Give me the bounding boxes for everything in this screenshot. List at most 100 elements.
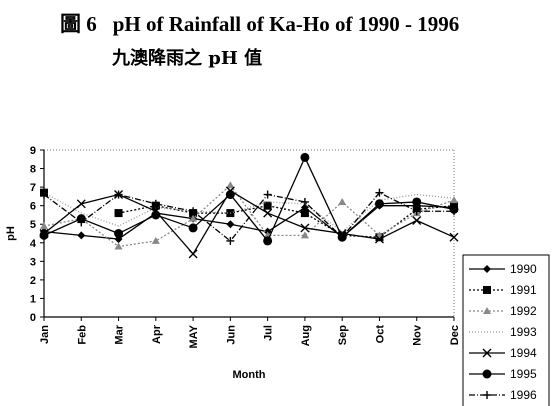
data-point [338,233,347,242]
data-point [40,190,48,199]
y-tick-label: 3 [30,256,36,268]
legend-item-1994: 1994 [469,346,537,360]
marker-stroke [412,216,422,226]
x-tick-label: Jul [263,325,275,341]
marker-stroke [449,232,459,242]
data-point [77,218,86,227]
data-point [40,222,48,230]
data-point [375,188,384,197]
series-line [43,205,455,240]
x-tick-label: Apr [151,324,163,344]
data-point [114,229,124,238]
series-1991 [40,188,458,242]
data-point [188,223,198,233]
y-tick-label: 2 [30,275,36,287]
marker-stroke [374,234,384,244]
chart-title-text: pH of Rainfall of Ka-Ho of 1990 - 1996 [112,12,460,36]
legend-label: 1994 [510,346,537,360]
data-point [300,223,310,233]
figure-label: 圖 6 [60,12,97,36]
chart-subtitle: 九澳降雨之 pH 值 [112,48,263,69]
data-point [76,199,86,209]
data-point [151,236,160,244]
data-point [449,232,459,242]
data-point [226,236,235,245]
y-tick-label: 4 [30,238,37,250]
legend-item-1993: 1993 [469,325,537,339]
legend-item-1991: 1991 [469,283,537,297]
data-point [151,210,161,220]
data-point [114,242,123,250]
marker-stroke [188,249,198,259]
y-tick-label: 1 [30,293,36,305]
legend-item-1996: 1996 [469,388,537,402]
x-axis: Jan Feb Mar Apr MAY Jun Jul Aug Sep Oct Nov Dec [39,316,461,348]
y-axis-label: pH [5,226,17,241]
data-point [263,201,272,210]
marker-stroke [263,208,273,218]
legend-marker [482,369,492,379]
legend-label: 1991 [510,283,537,297]
chart-title: 圖 6 pH of Rainfall of Ka-Ho of 1990 - 199… [60,8,459,38]
y-tick-label: 8 [30,164,36,176]
data-point [412,216,422,226]
legend-marker [483,307,491,314]
marker-stroke [482,348,492,358]
y-tick-label: 9 [30,145,36,157]
data-point [114,190,123,199]
y-tick-label: 0 [30,312,36,324]
data-point [300,197,309,206]
y-tick-label: 5 [30,219,36,231]
legend-label: 1995 [510,367,537,381]
x-tick-label: Sep [337,325,349,345]
data-point [188,249,198,259]
series-1990 [40,201,458,244]
data-point [300,152,310,162]
series-line [43,189,455,256]
legend-label: 1996 [510,388,537,402]
series-line [43,192,455,233]
data-point [412,197,422,207]
data-point [263,236,273,246]
x-tick-label: Jun [225,325,237,345]
legend-label: 1992 [510,304,537,318]
x-tick-label: Jan [39,325,51,344]
plot-frame [44,149,455,317]
data-point [412,207,421,216]
data-point [374,234,384,244]
marker-stroke [76,199,86,209]
legend-label: 1993 [510,325,537,339]
legend-box [462,254,550,406]
x-tick-label: Dec [449,325,461,345]
legend-marker [483,391,491,399]
data-point [225,190,235,200]
series-line [43,191,454,242]
legend-item-1995: 1995 [469,367,537,381]
data-point [300,209,309,218]
data-point [300,231,309,239]
x-axis-label: Month [233,369,266,381]
x-tick-label: Oct [374,325,386,344]
data-point [77,231,86,240]
data-point [39,230,49,240]
series-lines [39,152,459,259]
series-1996 [40,188,458,245]
data-point [450,196,458,204]
data-point [450,207,458,216]
x-tick-label: Mar [114,324,126,344]
series-1993 [43,192,455,233]
legend-marker [482,348,492,358]
x-tick-label: Nov [412,324,424,346]
data-point [189,207,198,216]
legend-label: 1990 [510,262,537,276]
legend-item-1990: 1990 [469,262,537,276]
y-tick-label: 6 [30,201,36,213]
data-point [338,197,347,205]
data-point [263,190,272,199]
series-line [118,205,455,238]
legend-marker [483,265,491,273]
legend: 1990 1991 1992 1993 1994 1995 1996 [462,254,550,406]
series-1994 [39,186,459,259]
data-point [189,214,198,222]
